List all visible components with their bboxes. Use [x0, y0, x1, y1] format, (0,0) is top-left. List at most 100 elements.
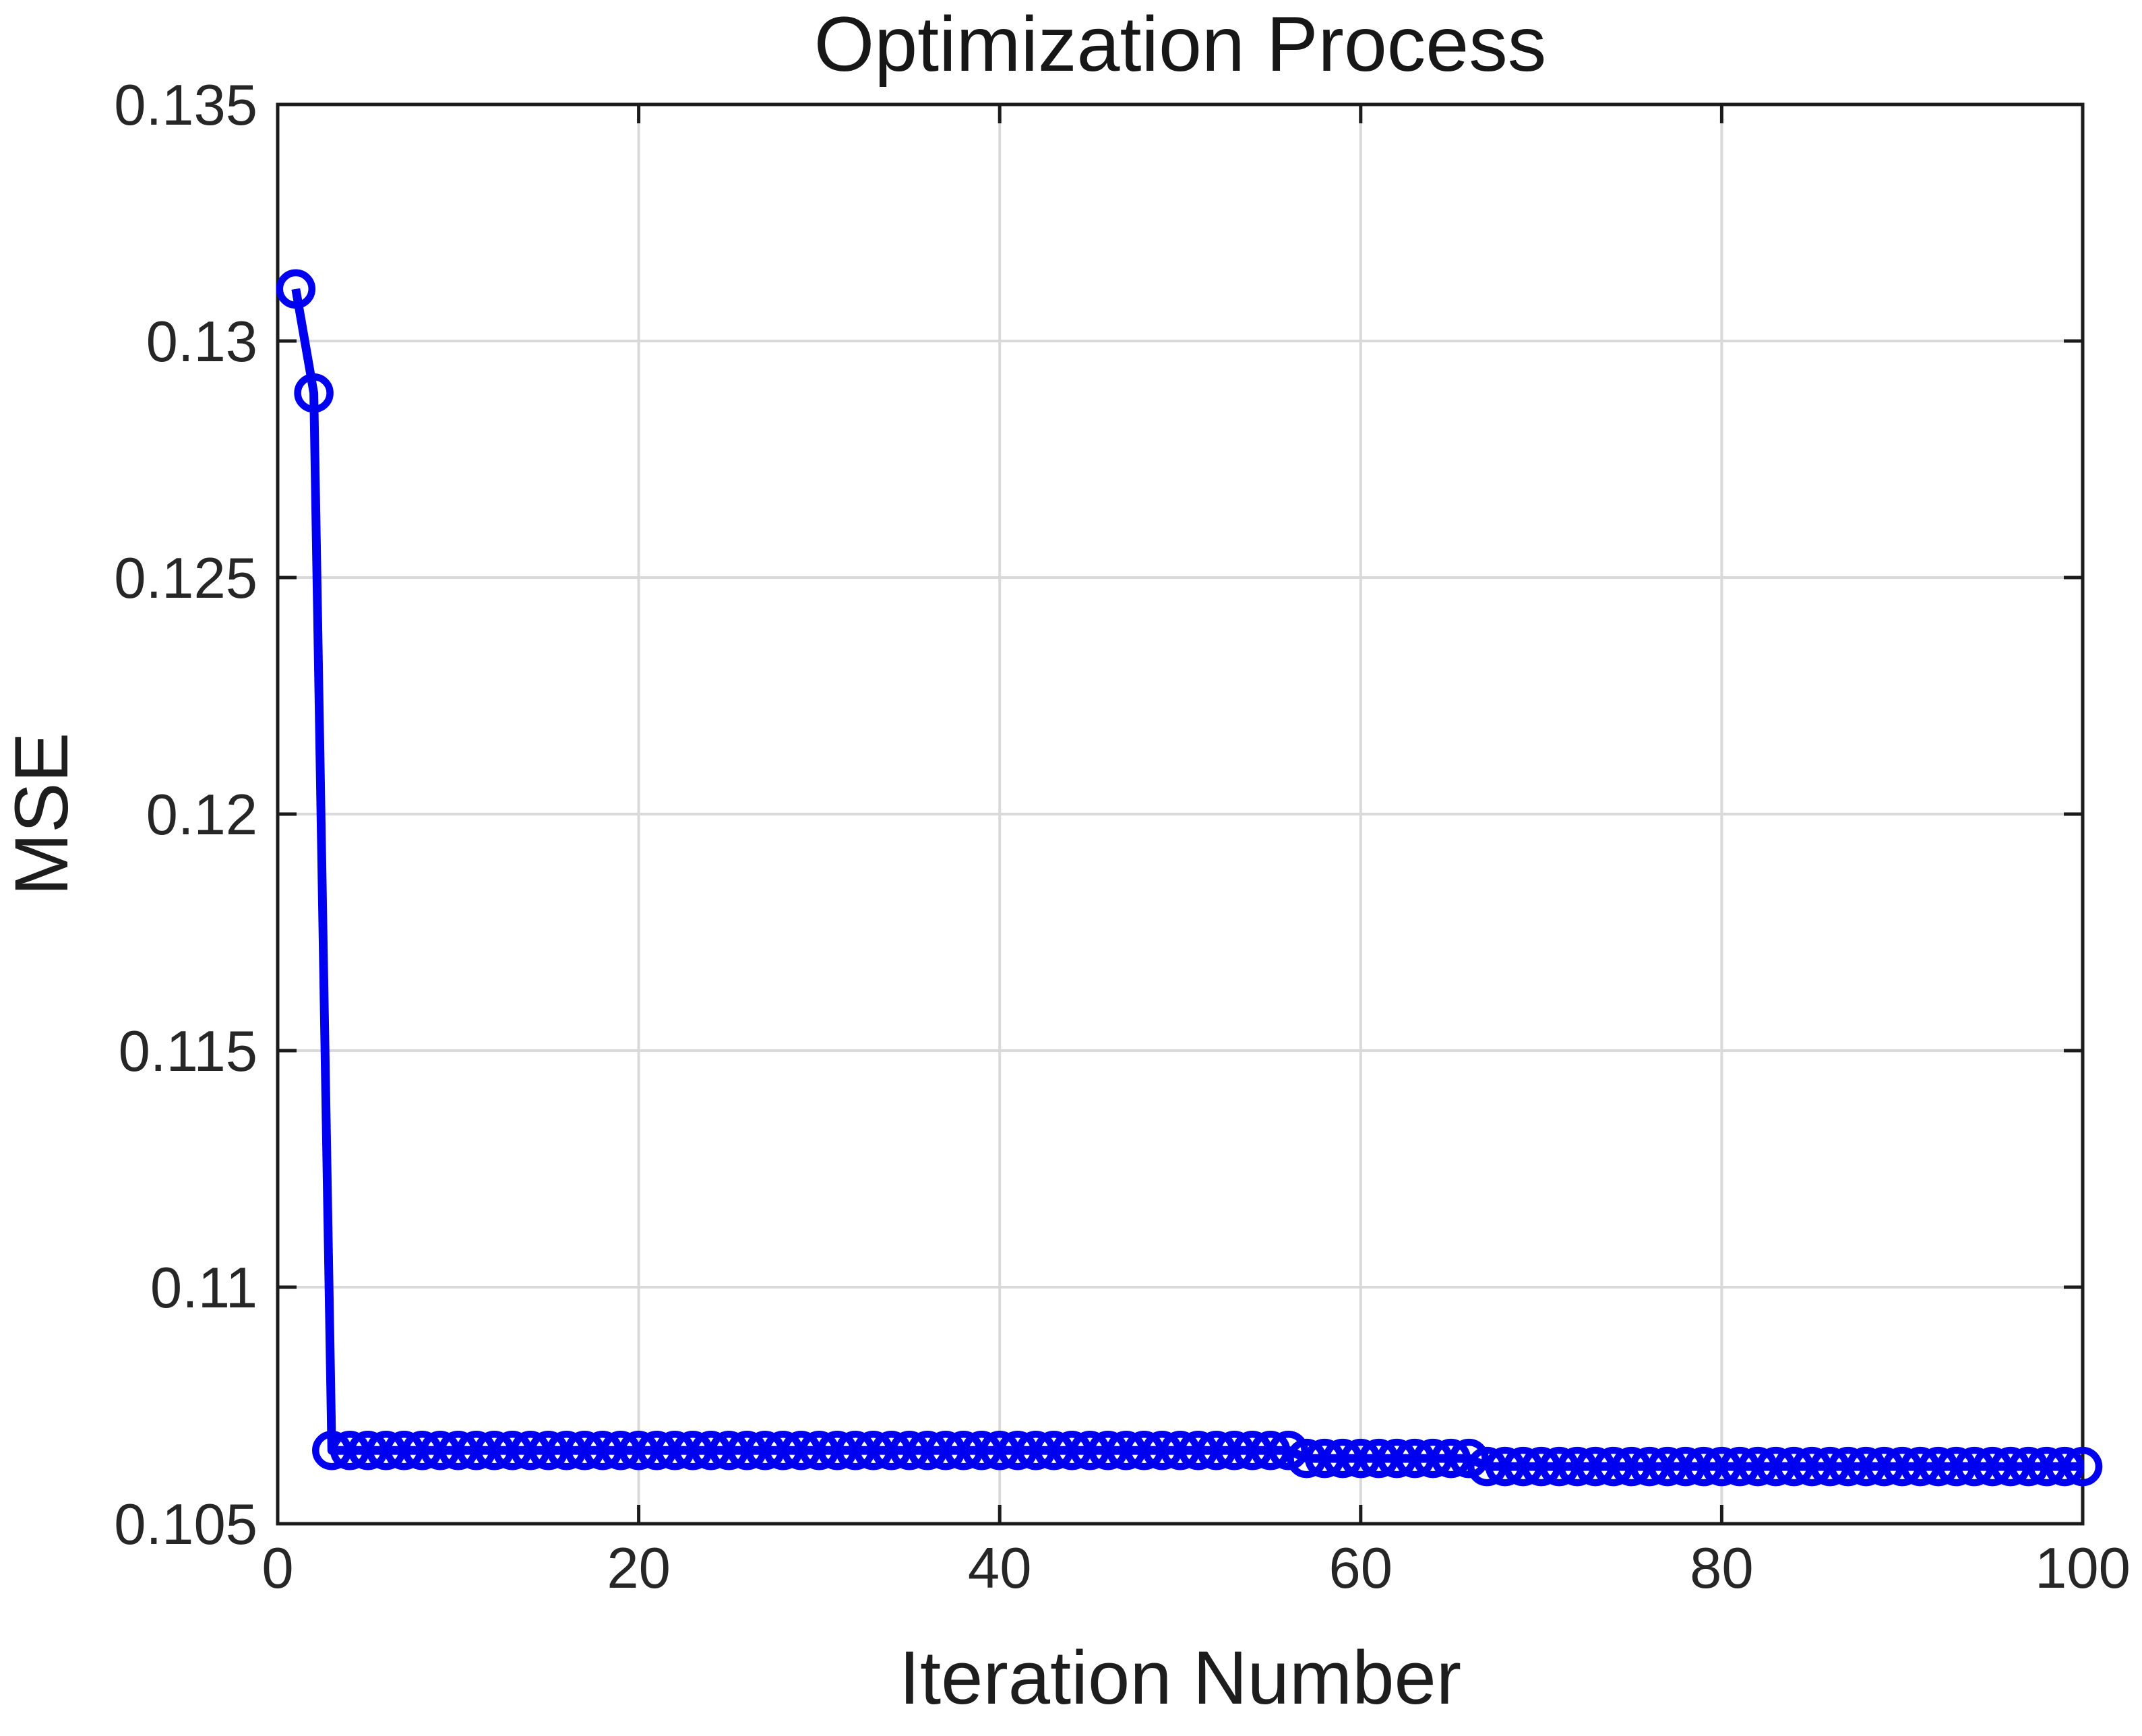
y-tick-label: 0.105	[114, 1493, 257, 1557]
data-point-marker	[1792, 1446, 1832, 1487]
x-tick-label: 60	[1329, 1537, 1393, 1601]
data-point-marker	[817, 1430, 857, 1470]
data-point-marker	[1250, 1430, 1291, 1470]
data-point-marker	[1052, 1430, 1092, 1470]
data-point-marker	[1972, 1446, 2013, 1487]
data-point-marker	[1864, 1446, 1904, 1487]
data-point-marker	[547, 1430, 586, 1470]
chart-title: Optimization Process	[814, 1, 1547, 88]
data-point-marker	[1774, 1446, 1814, 1487]
grid-and-ticks-layer: 0 20 40 60 80 100 0.105 0.11 0.115 0.12 0.125 0.13 0…	[114, 73, 2131, 1601]
data-point-marker	[1124, 1430, 1164, 1470]
data-point-marker	[1900, 1446, 1940, 1487]
data-point-marker	[1034, 1430, 1074, 1470]
data-point-marker	[1955, 1446, 1994, 1487]
data-point-marker	[1990, 1446, 2031, 1487]
data-point-marker	[475, 1430, 514, 1470]
data-point-marker	[998, 1430, 1038, 1470]
x-tick-label: 100	[2035, 1537, 2131, 1601]
data-point-marker	[1593, 1446, 1633, 1487]
data-point-marker	[312, 1430, 352, 1470]
series-line	[291, 288, 2083, 1471]
data-point-marker	[601, 1430, 641, 1470]
data-point-marker	[1016, 1430, 1056, 1470]
data-point-marker	[1467, 1446, 1507, 1487]
data-point-marker	[1377, 1438, 1417, 1479]
data-point-marker	[348, 1430, 388, 1470]
data-point-marker	[1485, 1446, 1525, 1487]
plot-border	[276, 102, 2085, 1526]
data-point-marker	[890, 1430, 929, 1470]
data-point-marker	[1665, 1446, 1706, 1487]
data-point-marker	[619, 1430, 659, 1470]
data-point-marker	[1431, 1438, 1471, 1479]
data-point-marker	[1702, 1446, 1742, 1487]
data-point-marker	[366, 1430, 406, 1470]
data-point-marker	[1647, 1446, 1688, 1487]
data-point-marker	[979, 1430, 1020, 1470]
data-point-marker	[565, 1430, 605, 1470]
data-point-marker	[2062, 1446, 2103, 1487]
data-point-marker	[1612, 1446, 1651, 1487]
data-point-marker	[420, 1430, 460, 1470]
data-point-marker	[1322, 1438, 1363, 1479]
data-point-marker	[1359, 1438, 1399, 1479]
data-point-marker	[1268, 1430, 1308, 1470]
data-point-marker	[1088, 1430, 1128, 1470]
data-point-marker	[1070, 1430, 1110, 1470]
data-point-marker	[1684, 1446, 1723, 1487]
data-point-marker	[1160, 1430, 1200, 1470]
data-point-marker	[925, 1430, 966, 1470]
data-point-marker	[1828, 1446, 1868, 1487]
y-tick-label: 0.135	[114, 73, 257, 137]
x-tick-label: 40	[968, 1537, 1032, 1601]
data-point-marker	[1756, 1446, 1796, 1487]
data-point-marker	[1630, 1446, 1670, 1487]
data-point-marker	[1196, 1430, 1236, 1470]
data-point-marker	[709, 1430, 749, 1470]
data-point-marker	[438, 1430, 479, 1470]
data-point-marker	[330, 1430, 370, 1470]
data-point-marker	[799, 1430, 839, 1470]
x-tick-label: 0	[262, 1537, 293, 1601]
data-point-marker	[1106, 1430, 1146, 1470]
data-point-marker	[727, 1430, 767, 1470]
data-point-marker	[528, 1430, 568, 1470]
data-point-marker	[835, 1430, 876, 1470]
data-point-marker	[1232, 1430, 1273, 1470]
data-point-marker	[962, 1430, 1002, 1470]
data-point-marker	[781, 1430, 821, 1470]
y-tick-label: 0.125	[114, 547, 257, 611]
data-point-marker	[294, 373, 334, 413]
data-point-marker	[384, 1430, 424, 1470]
y-tick-label: 0.11	[150, 1256, 257, 1320]
data-point-marker	[276, 269, 316, 309]
data-point-marker	[691, 1430, 731, 1470]
data-point-marker	[745, 1430, 785, 1470]
x-tick-label: 80	[1690, 1537, 1754, 1601]
x-axis-label: Iteration Number	[899, 1636, 1461, 1720]
data-point-marker	[492, 1430, 532, 1470]
data-point-marker	[1810, 1446, 1850, 1487]
data-point-marker	[2027, 1446, 2067, 1487]
data-point-marker	[637, 1430, 677, 1470]
data-point-marker	[1449, 1438, 1489, 1479]
data-point-marker	[1882, 1446, 1922, 1487]
x-tick-label: 20	[607, 1537, 671, 1601]
data-point-marker	[1719, 1446, 1760, 1487]
y-tick-label: 0.12	[146, 783, 257, 847]
data-point-marker	[654, 1430, 695, 1470]
data-point-marker	[907, 1430, 948, 1470]
data-point-marker	[1178, 1430, 1219, 1470]
data-point-marker	[1557, 1446, 1597, 1487]
data-point-marker	[1215, 1430, 1254, 1470]
series-layer	[276, 269, 2103, 1487]
data-point-marker	[1738, 1446, 1778, 1487]
data-point-marker	[944, 1430, 983, 1470]
data-point-marker	[1304, 1438, 1345, 1479]
data-point-marker	[853, 1430, 893, 1470]
data-point-marker	[1287, 1438, 1326, 1479]
data-point-marker	[1575, 1446, 1616, 1487]
